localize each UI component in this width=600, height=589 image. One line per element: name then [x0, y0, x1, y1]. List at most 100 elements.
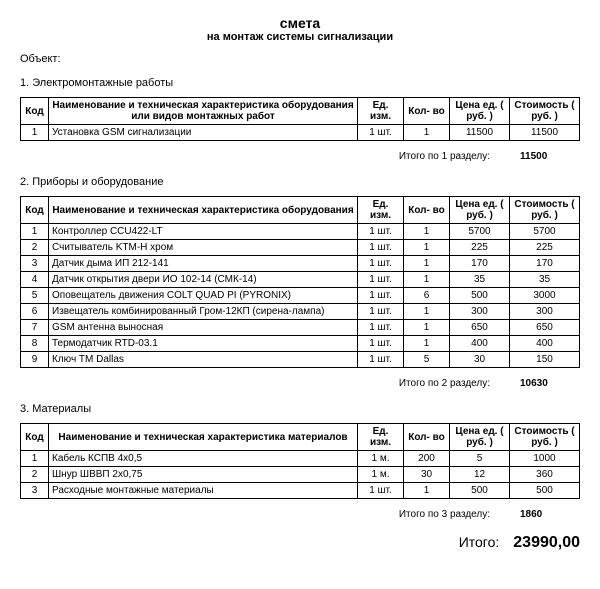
table-header-cell: Ед. изм.	[358, 424, 404, 451]
table-row: 6Извещатель комбинированный Гром-12КП (с…	[21, 304, 580, 320]
table-cell: 225	[510, 240, 580, 256]
table-cell: 1	[404, 272, 450, 288]
table-cell: 1 шт.	[358, 288, 404, 304]
table-row: 3Расходные монтажные материалы1 шт.15005…	[21, 483, 580, 499]
table-cell: 3	[21, 256, 49, 272]
table-header-cell: Кол- во	[404, 424, 450, 451]
table-cell: 9	[21, 352, 49, 368]
subtotal-label: Итого по 1 разделу:	[399, 151, 490, 162]
table-header-cell: Ед. изм.	[358, 98, 404, 125]
table-cell: 150	[510, 352, 580, 368]
subtotal-label: Итого по 2 разделу:	[399, 378, 490, 389]
table-cell: 8	[21, 336, 49, 352]
table-cell: 4	[21, 272, 49, 288]
table-cell: 1	[21, 224, 49, 240]
table-cell: 1 шт.	[358, 125, 404, 141]
table-cell: Кабель КСПВ 4x0,5	[49, 451, 358, 467]
table-cell: 5	[21, 288, 49, 304]
table-cell: Установка GSM сигнализации	[49, 125, 358, 141]
table-cell: Датчик дыма ИП 212-141	[49, 256, 358, 272]
table-row: 8Термодатчик RTD-03.11 шт.1400400	[21, 336, 580, 352]
subtotal-label: Итого по 3 разделу:	[399, 509, 490, 520]
table-cell: 1 шт.	[358, 272, 404, 288]
section-subtotal: Итого по 3 разделу:1860	[20, 509, 580, 520]
table-cell: 1	[404, 240, 450, 256]
table-row: 1Контроллер CCU422-LT1 шт.157005700	[21, 224, 580, 240]
table-cell: 1 шт.	[358, 352, 404, 368]
table-row: 9Ключ TM Dallas1 шт.530150	[21, 352, 580, 368]
object-label: Объект:	[20, 53, 580, 65]
doc-title: смета	[20, 15, 580, 31]
table-cell: 5700	[510, 224, 580, 240]
grand-total-row: Итого: 23990,00	[20, 534, 580, 552]
section-heading: 3. Материалы	[20, 403, 580, 415]
grand-total-label: Итого:	[459, 534, 500, 550]
table-cell: 170	[510, 256, 580, 272]
section-subtotal: Итого по 2 разделу:10630	[20, 378, 580, 389]
table-cell: 300	[450, 304, 510, 320]
table-row: 2Считыватель KTM-H хром1 шт.1225225	[21, 240, 580, 256]
estimate-table: КодНаименование и техническая характерис…	[20, 423, 580, 499]
table-cell: 500	[450, 288, 510, 304]
table-cell: 1	[21, 451, 49, 467]
table-cell: 1 шт.	[358, 336, 404, 352]
section-subtotal: Итого по 1 разделу:11500	[20, 151, 580, 162]
section-heading: 1. Электромонтажные работы	[20, 77, 580, 89]
table-cell: 650	[450, 320, 510, 336]
table-cell: 30	[404, 467, 450, 483]
table-header-cell: Наименование и техническая характеристик…	[49, 197, 358, 224]
table-cell: 3000	[510, 288, 580, 304]
table-cell: 2	[21, 467, 49, 483]
table-cell: 1	[404, 224, 450, 240]
table-header-cell: Наименование и техническая характеристик…	[49, 424, 358, 451]
table-cell: 1 шт.	[358, 483, 404, 499]
table-cell: 1 м.	[358, 467, 404, 483]
table-cell: 2	[21, 240, 49, 256]
table-header-cell: Цена ед. ( руб. )	[450, 424, 510, 451]
table-cell: Шнур ШВВП 2x0,75	[49, 467, 358, 483]
table-cell: 35	[450, 272, 510, 288]
table-cell: 500	[450, 483, 510, 499]
table-header-cell: Код	[21, 424, 49, 451]
table-row: 1Установка GSM сигнализации1 шт.11150011…	[21, 125, 580, 141]
estimate-table: КодНаименование и техническая характерис…	[20, 97, 580, 141]
table-cell: Контроллер CCU422-LT	[49, 224, 358, 240]
table-header-cell: Цена ед. ( руб. )	[450, 98, 510, 125]
table-header-cell: Код	[21, 197, 49, 224]
table-cell: 500	[510, 483, 580, 499]
table-cell: Датчик открытия двери ИО 102-14 (СМК-14)	[49, 272, 358, 288]
table-header-cell: Ед. изм.	[358, 197, 404, 224]
table-cell: 1	[21, 125, 49, 141]
table-header-cell: Кол- во	[404, 98, 450, 125]
table-cell: 5	[450, 451, 510, 467]
table-cell: 1 шт.	[358, 240, 404, 256]
table-cell: 650	[510, 320, 580, 336]
table-cell: 6	[21, 304, 49, 320]
table-cell: 1 шт.	[358, 256, 404, 272]
table-cell: 225	[450, 240, 510, 256]
table-header-cell: Цена ед. ( руб. )	[450, 197, 510, 224]
table-header-cell: Стоимость ( руб. )	[510, 424, 580, 451]
table-cell: Расходные монтажные материалы	[49, 483, 358, 499]
table-header-cell: Кол- во	[404, 197, 450, 224]
table-cell: 1 шт.	[358, 304, 404, 320]
table-row: 2Шнур ШВВП 2x0,751 м.3012360	[21, 467, 580, 483]
table-cell: 11500	[450, 125, 510, 141]
table-cell: 400	[510, 336, 580, 352]
table-cell: 5700	[450, 224, 510, 240]
table-cell: 1	[404, 320, 450, 336]
table-cell: GSM антенна выносная	[49, 320, 358, 336]
table-row: 4Датчик открытия двери ИО 102-14 (СМК-14…	[21, 272, 580, 288]
table-cell: 5	[404, 352, 450, 368]
table-cell: 6	[404, 288, 450, 304]
table-cell: 170	[450, 256, 510, 272]
table-cell: 11500	[510, 125, 580, 141]
table-cell: 400	[450, 336, 510, 352]
table-cell: 1	[404, 336, 450, 352]
table-cell: Оповещатель движения COLT QUAD PI (PYRON…	[49, 288, 358, 304]
doc-subtitle: на монтаж системы сигнализации	[20, 31, 580, 43]
estimate-table: КодНаименование и техническая характерис…	[20, 196, 580, 368]
table-cell: 30	[450, 352, 510, 368]
table-cell: 1 шт.	[358, 320, 404, 336]
table-cell: 1	[404, 125, 450, 141]
